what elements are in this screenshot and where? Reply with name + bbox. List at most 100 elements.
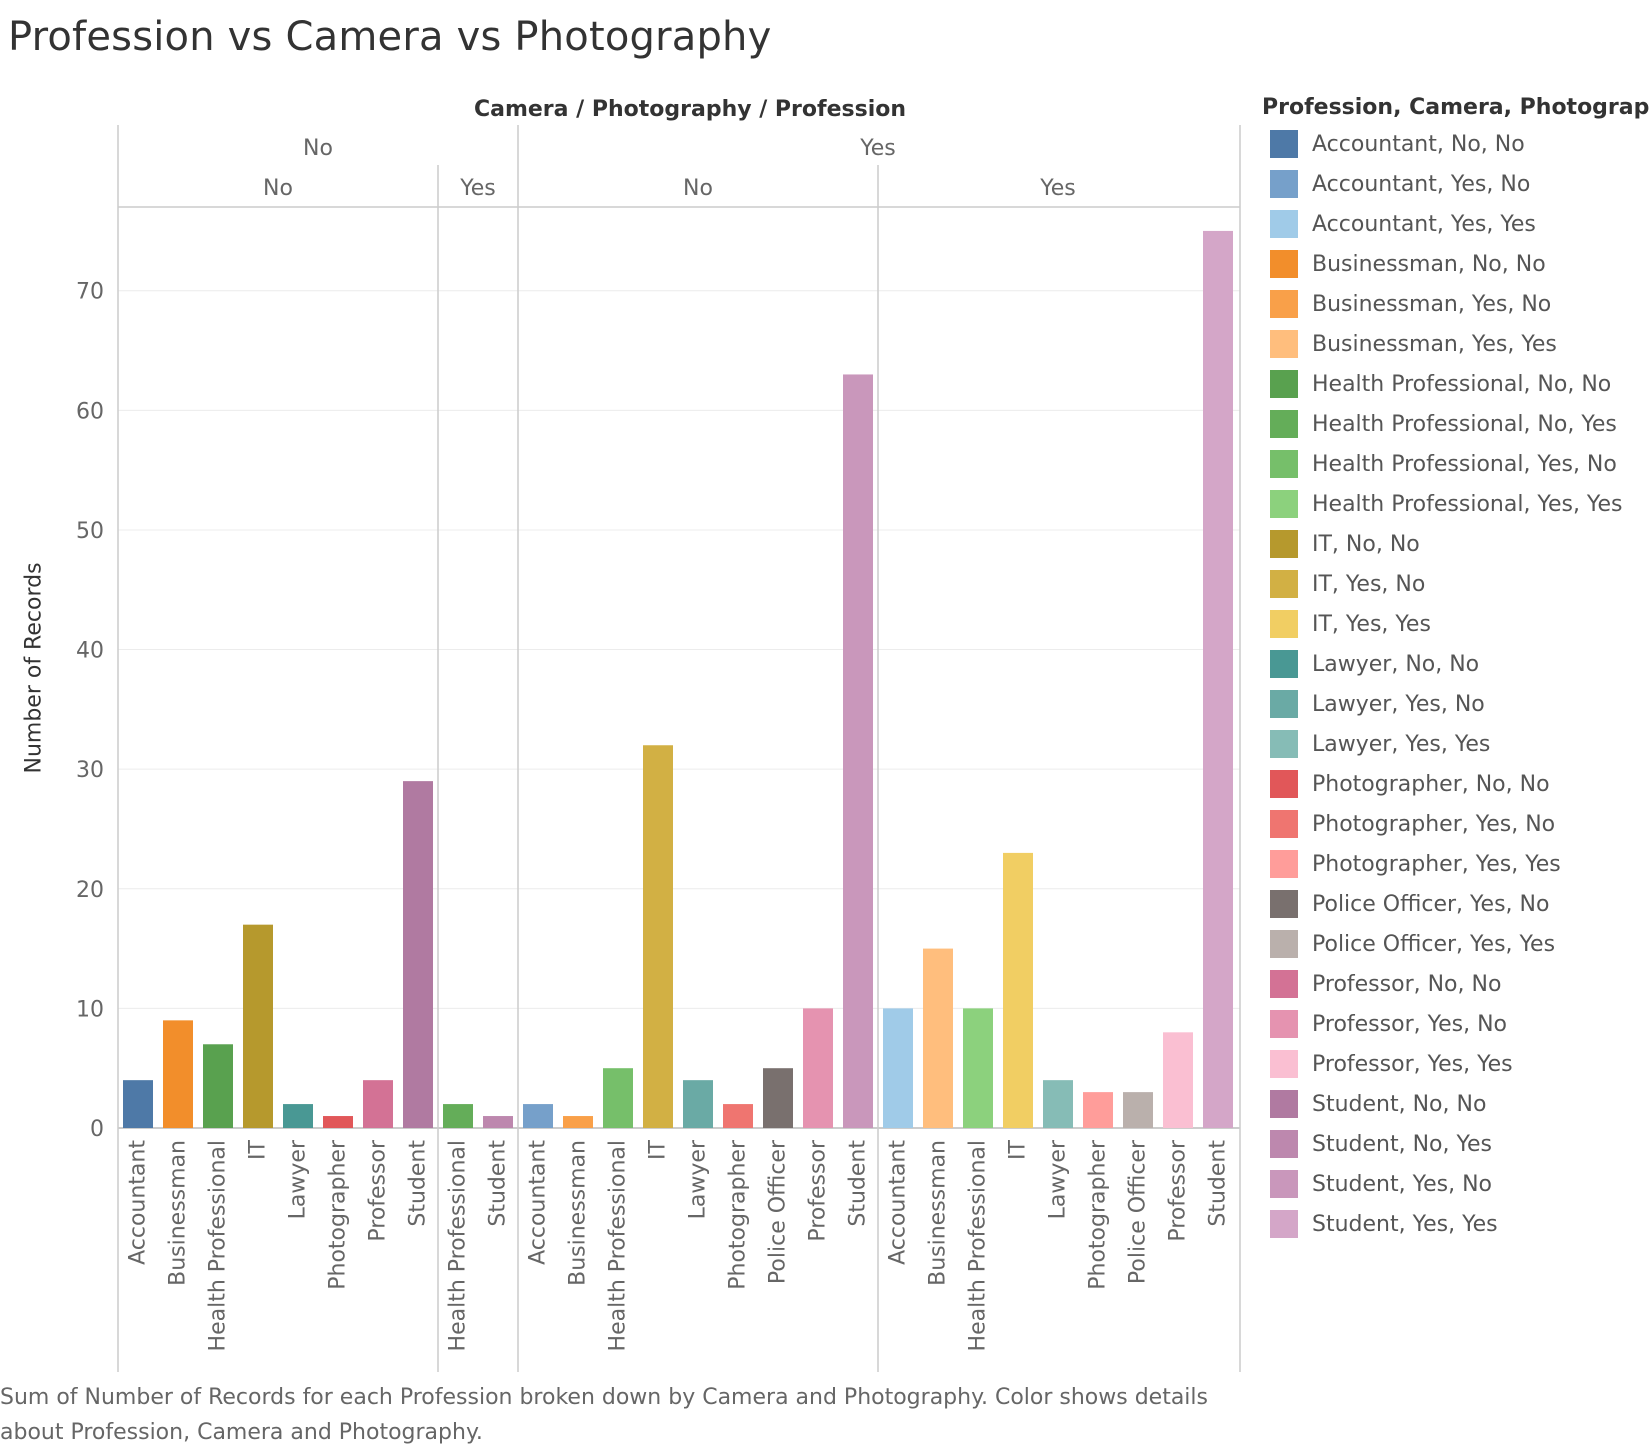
legend: Profession, Camera, Photography Accounta… (1262, 92, 1650, 1244)
legend-swatch (1270, 330, 1298, 358)
x-tick-label: Student (486, 1140, 511, 1227)
legend-label: Police Officer, Yes, Yes (1312, 931, 1556, 957)
legend-label: Student, Yes, Yes (1312, 1211, 1498, 1237)
legend-swatch (1270, 930, 1298, 958)
legend-item[interactable]: Lawyer, No, No (1262, 644, 1650, 684)
bar (123, 1080, 153, 1128)
legend-item[interactable]: Health Professional, Yes, Yes (1262, 484, 1650, 524)
legend-item[interactable]: Accountant, No, No (1262, 124, 1650, 164)
legend-label: Student, No, No (1312, 1091, 1487, 1117)
legend-swatch (1270, 810, 1298, 838)
legend-item[interactable]: Accountant, Yes, Yes (1262, 204, 1650, 244)
bar (243, 924, 273, 1128)
bar (323, 1116, 353, 1128)
bar (283, 1104, 313, 1128)
legend-item[interactable]: Police Officer, Yes, No (1262, 884, 1650, 924)
legend-label: Student, Yes, No (1312, 1171, 1493, 1197)
legend-item[interactable]: Photographer, Yes, No (1262, 804, 1650, 844)
legend-label: Health Professional, Yes, Yes (1312, 491, 1623, 517)
legend-item[interactable]: Professor, Yes, No (1262, 1004, 1650, 1044)
bar (523, 1104, 553, 1128)
header-title: Camera / Photography / Profession (474, 97, 906, 122)
camera-header: Yes (859, 136, 896, 161)
legend-item[interactable]: Businessman, Yes, No (1262, 284, 1650, 324)
legend-label: Student, No, Yes (1312, 1131, 1493, 1157)
legend-swatch (1270, 210, 1298, 238)
photography-header: No (683, 176, 713, 201)
legend-swatch (1270, 690, 1298, 718)
legend-item[interactable]: Police Officer, Yes, Yes (1262, 924, 1650, 964)
legend-label: Lawyer, Yes, No (1312, 691, 1485, 717)
x-tick-label: Health Professional (966, 1140, 991, 1351)
legend-label: Accountant, No, No (1312, 131, 1525, 157)
legend-swatch (1270, 890, 1298, 918)
legend-item[interactable]: IT, No, No (1262, 524, 1650, 564)
x-tick-label: Businessman (926, 1140, 951, 1286)
legend-item[interactable]: Health Professional, No, No (1262, 364, 1650, 404)
legend-item[interactable]: Photographer, Yes, Yes (1262, 844, 1650, 884)
legend-swatch (1270, 610, 1298, 638)
legend-swatch (1270, 570, 1298, 598)
bar (1003, 852, 1033, 1128)
x-tick-label: Health Professional (446, 1140, 471, 1351)
legend-item[interactable]: Lawyer, Yes, No (1262, 684, 1650, 724)
x-tick-label: Professor (806, 1139, 831, 1242)
bar (1083, 1092, 1113, 1128)
bar (883, 1008, 913, 1128)
y-tick-label: 30 (76, 758, 104, 783)
legend-label: Photographer, Yes, No (1312, 811, 1556, 837)
bar (1043, 1080, 1073, 1128)
bar (1163, 1032, 1193, 1128)
legend-label: Health Professional, No, No (1312, 371, 1612, 397)
x-tick-label: Photographer (1086, 1139, 1111, 1290)
y-tick-label: 20 (76, 878, 104, 903)
legend-item[interactable]: Health Professional, Yes, No (1262, 444, 1650, 484)
bar (363, 1080, 393, 1128)
bar (203, 1044, 233, 1128)
legend-swatch (1270, 410, 1298, 438)
legend-swatch (1270, 170, 1298, 198)
legend-label: IT, No, No (1312, 531, 1420, 557)
x-tick-label: Businessman (166, 1140, 191, 1286)
bar (643, 745, 673, 1128)
legend-item[interactable]: Businessman, Yes, Yes (1262, 324, 1650, 364)
legend-swatch (1270, 370, 1298, 398)
legend-item[interactable]: Lawyer, Yes, Yes (1262, 724, 1650, 764)
legend-item[interactable]: Student, Yes, No (1262, 1164, 1650, 1204)
legend-swatch (1270, 730, 1298, 758)
legend-item[interactable]: Student, No, Yes (1262, 1124, 1650, 1164)
legend-item[interactable]: Student, Yes, Yes (1262, 1204, 1650, 1244)
legend-item[interactable]: Professor, No, No (1262, 964, 1650, 1004)
photography-header: Yes (1039, 176, 1076, 201)
legend-label: Police Officer, Yes, No (1312, 891, 1550, 917)
legend-label: IT, Yes, Yes (1312, 611, 1431, 637)
y-tick-label: 10 (76, 997, 104, 1022)
bar (803, 1008, 833, 1128)
legend-item[interactable]: Professor, Yes, Yes (1262, 1044, 1650, 1084)
x-tick-label: Lawyer (1046, 1139, 1071, 1219)
legend-label: Lawyer, No, No (1312, 651, 1480, 677)
legend-label: Professor, Yes, Yes (1312, 1051, 1513, 1077)
legend-item[interactable]: Accountant, Yes, No (1262, 164, 1650, 204)
legend-item[interactable]: Health Professional, No, Yes (1262, 404, 1650, 444)
bar (563, 1116, 593, 1128)
legend-item[interactable]: IT, Yes, No (1262, 564, 1650, 604)
x-tick-label: IT (246, 1139, 271, 1159)
legend-item[interactable]: Student, No, No (1262, 1084, 1650, 1124)
legend-item[interactable]: Businessman, No, No (1262, 244, 1650, 284)
legend-item[interactable]: Photographer, No, No (1262, 764, 1650, 804)
bar (963, 1008, 993, 1128)
x-tick-label: Photographer (726, 1139, 751, 1290)
y-tick-label: 40 (76, 639, 104, 664)
x-tick-label: Health Professional (606, 1140, 631, 1351)
legend-item[interactable]: IT, Yes, Yes (1262, 604, 1650, 644)
chart-caption: Sum of Number of Records for each Profes… (0, 1385, 1208, 1445)
legend-swatch (1270, 850, 1298, 878)
page-title: Profession vs Camera vs Photography (8, 14, 772, 60)
x-tick-label: IT (1006, 1139, 1031, 1159)
x-tick-label: Lawyer (286, 1139, 311, 1219)
x-tick-label: Accountant (526, 1140, 551, 1265)
photography-header: Yes (459, 176, 496, 201)
legend-label: Lawyer, Yes, Yes (1312, 731, 1491, 757)
legend-label: Accountant, Yes, No (1312, 171, 1531, 197)
